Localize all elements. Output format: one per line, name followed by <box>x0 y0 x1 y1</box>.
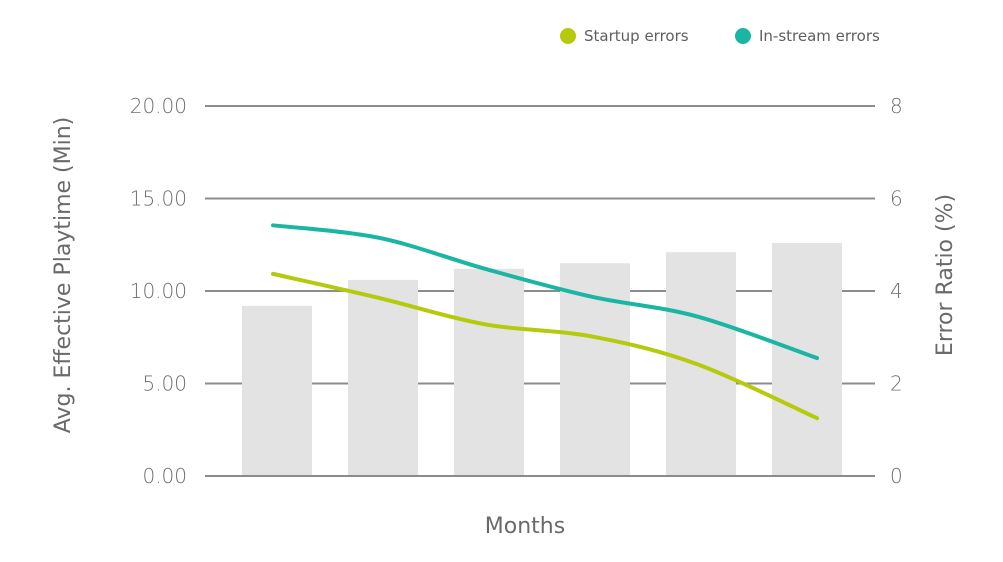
left-axis-ticks: 0.00 5.00 10.00 15.00 20.00 <box>130 94 187 488</box>
legend-label-startup-errors: Startup errors <box>584 27 689 45</box>
bar <box>772 242 842 476</box>
left-tick-label: 15.00 <box>130 187 187 211</box>
x-axis-title: Months <box>485 514 565 539</box>
series-lines <box>271 223 819 421</box>
left-tick-label: 10.00 <box>130 279 187 303</box>
right-tick-label: 6 <box>890 187 903 211</box>
legend-label-in-stream-errors: In-stream errors <box>759 27 880 45</box>
left-tick-label: 5.00 <box>142 372 187 396</box>
left-tick-label: 0.00 <box>142 464 187 488</box>
legend: Startup errors In-stream errors <box>560 27 880 45</box>
bar <box>560 263 630 476</box>
legend-marker-startup-errors <box>560 28 576 44</box>
series-line-startup-errors <box>271 271 819 421</box>
left-tick-label: 20.00 <box>130 94 187 118</box>
right-tick-label: 8 <box>890 94 903 118</box>
bar <box>242 305 312 476</box>
bar <box>348 279 418 476</box>
series-line-in-stream-errors <box>271 223 819 361</box>
bars <box>205 242 875 477</box>
right-tick-label: 4 <box>890 279 903 303</box>
right-axis-title: Error Ratio (%) <box>933 194 958 356</box>
left-axis-title: Avg. Effective Playtime (Min) <box>51 117 76 434</box>
right-tick-label: 0 <box>890 464 903 488</box>
right-tick-label: 2 <box>890 372 903 396</box>
bar <box>454 268 524 476</box>
right-axis-ticks: 0 2 4 6 8 <box>890 94 903 488</box>
legend-marker-in-stream-errors <box>735 28 751 44</box>
